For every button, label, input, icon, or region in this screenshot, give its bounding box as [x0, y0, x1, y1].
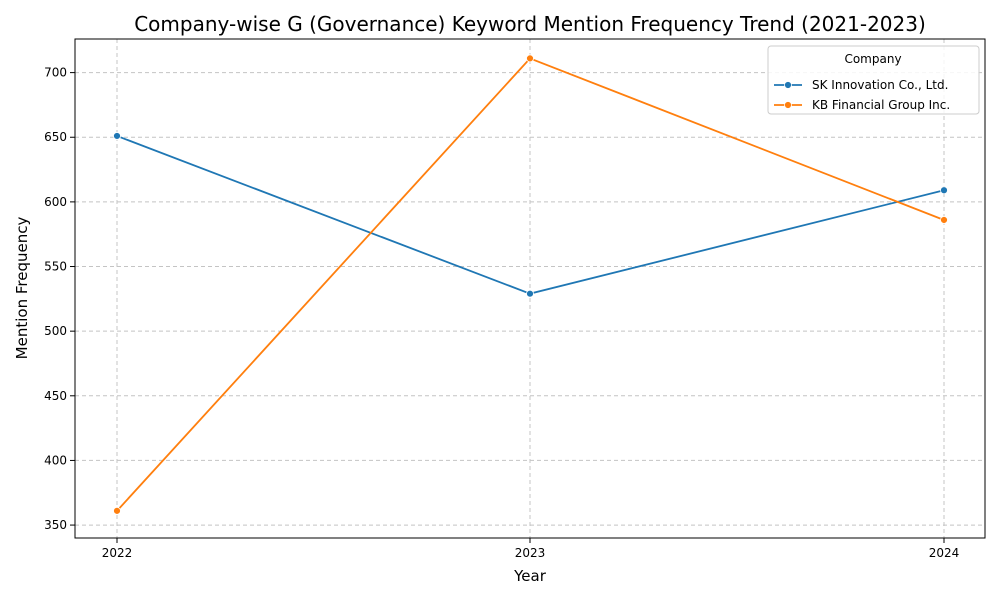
y-tick-label: 450	[44, 389, 67, 403]
data-point	[940, 186, 948, 195]
data-point	[113, 506, 121, 515]
x-tick-label: 2024	[929, 546, 960, 560]
legend-box	[767, 45, 980, 115]
series-layer	[113, 54, 948, 515]
x-axis-ticks: 2022 2023 2024	[102, 538, 960, 560]
x-tick-label: 2022	[102, 546, 133, 560]
y-tick-label: 650	[44, 130, 67, 144]
data-point	[526, 54, 534, 63]
y-tick-label: 550	[44, 260, 67, 274]
y-axis-ticks: 350 400 450 500 550 600 650 700	[44, 66, 75, 532]
legend-entry-label: KB Financial Group Inc.	[812, 98, 950, 112]
legend-items: SK Innovation Co., Ltd. KB Financial Grou…	[774, 78, 950, 112]
y-tick-label: 700	[44, 66, 67, 80]
y-tick-label: 350	[44, 518, 67, 532]
legend-title: Company	[844, 52, 901, 66]
data-point	[526, 289, 534, 298]
legend-entry-label: SK Innovation Co., Ltd.	[812, 78, 948, 92]
y-tick-label: 400	[44, 453, 67, 467]
y-axis-label: Mention Frequency	[13, 217, 31, 360]
x-tick-label: 2023	[515, 546, 546, 560]
legend: Company SK Innovation Co., Ltd. KB Financ…	[767, 45, 980, 115]
data-point	[113, 132, 121, 140]
x-axis-label: Year	[513, 567, 547, 585]
y-tick-label: 500	[44, 324, 67, 338]
legend-marker-swatch	[784, 81, 792, 89]
y-tick-label: 600	[44, 195, 67, 209]
data-point	[940, 216, 948, 224]
chart-title: Company-wise G (Governance) Keyword Ment…	[134, 12, 926, 36]
legend-marker-swatch	[784, 101, 792, 109]
